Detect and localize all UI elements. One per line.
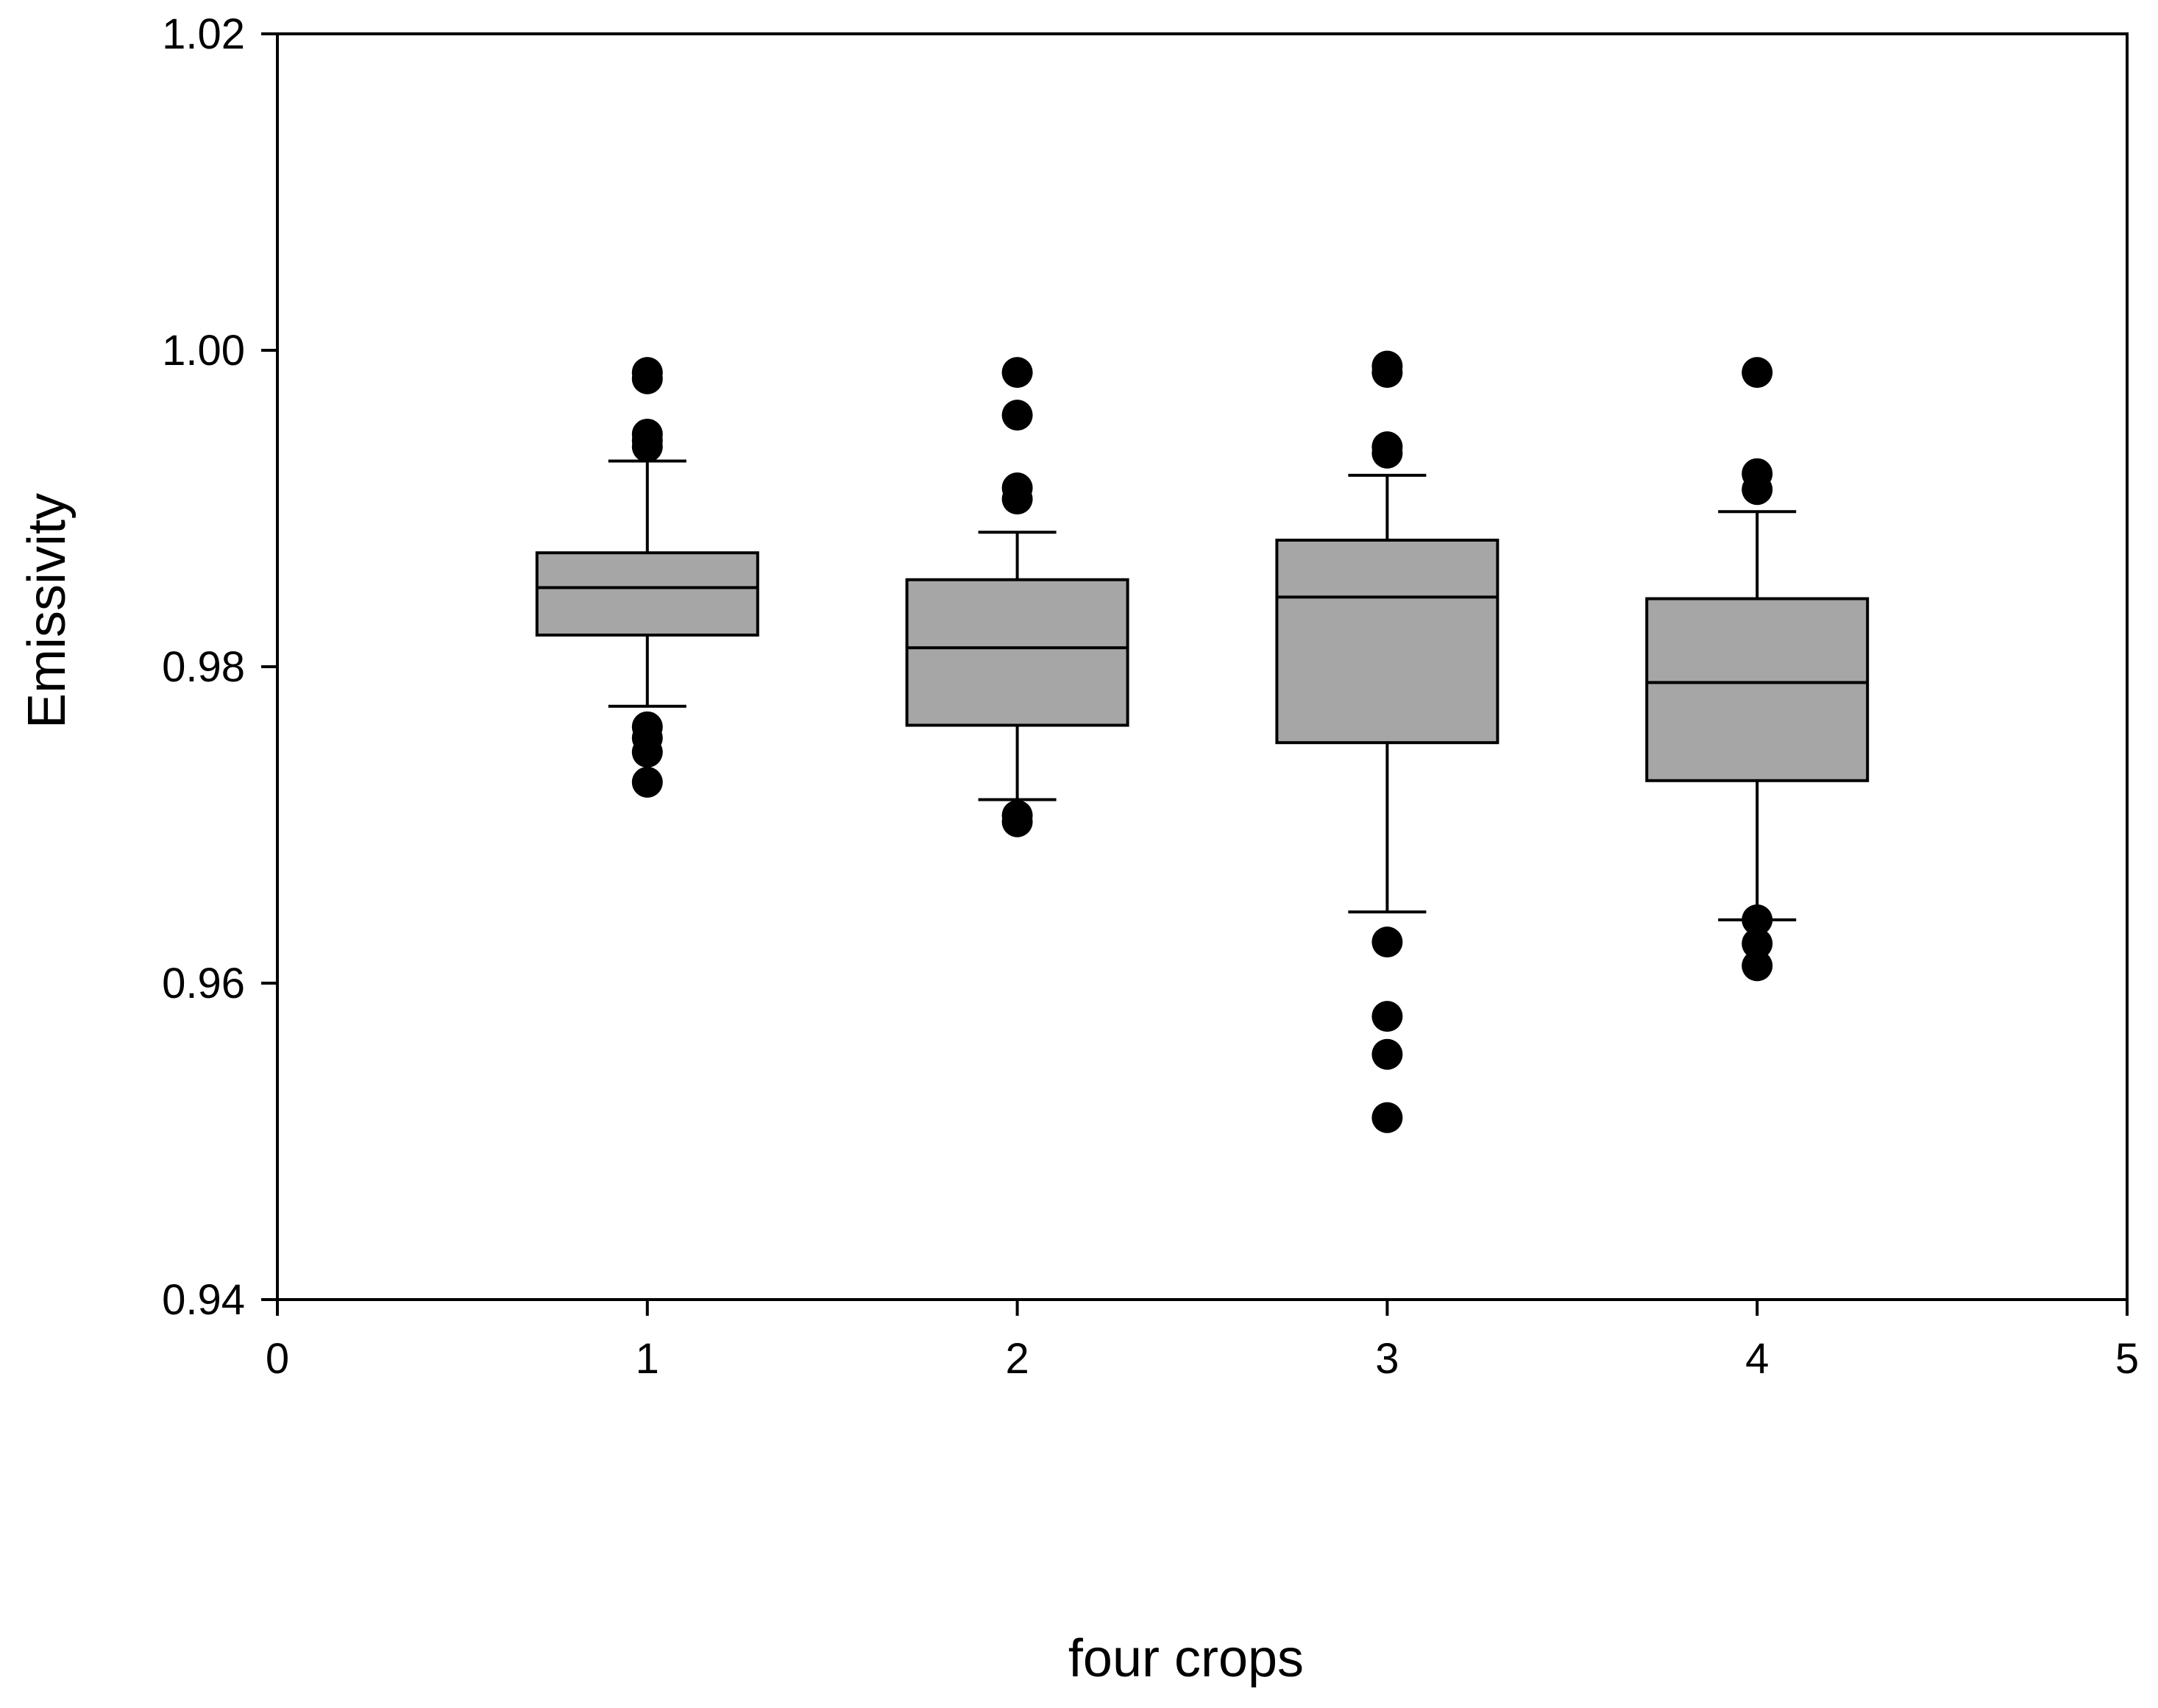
- outlier-point: [1371, 1102, 1403, 1133]
- box-1: [535, 551, 759, 637]
- outlier-point: [1742, 904, 1773, 935]
- y-tick-label: 0.98: [162, 643, 245, 691]
- outlier-point: [1742, 950, 1773, 982]
- outlier-point: [1371, 357, 1403, 389]
- x-axis-title: four crops: [1068, 1629, 1304, 1688]
- outlier-point: [1742, 474, 1773, 506]
- outlier-point: [1001, 357, 1033, 389]
- outlier-point: [631, 766, 663, 798]
- outlier-point: [1371, 1001, 1403, 1032]
- y-tick-label: 1.00: [162, 327, 245, 375]
- y-tick-label: 0.94: [162, 1276, 245, 1324]
- outlier-point: [1742, 928, 1773, 960]
- outlier-point: [1371, 926, 1403, 958]
- y-tick-label: 1.02: [162, 10, 245, 58]
- x-tick-label: 2: [1005, 1335, 1029, 1383]
- outlier-point: [1742, 357, 1773, 389]
- plot-area: 0 1 2 3 4 5 0.94 0.96 0.98 1.00 1.02: [162, 10, 2139, 1383]
- y-axis-title: Emissivity: [18, 493, 77, 729]
- outlier-point: [1371, 437, 1403, 469]
- outlier-point: [631, 363, 663, 394]
- x-tick-label: 3: [1375, 1335, 1399, 1383]
- outlier-point: [631, 737, 663, 768]
- x-tick-label: 1: [636, 1335, 659, 1383]
- box-2: [905, 578, 1129, 727]
- y-tick-label: 0.96: [162, 960, 245, 1007]
- x-tick-label: 4: [1745, 1335, 1769, 1383]
- x-tick-label: 0: [266, 1335, 289, 1383]
- outlier-point: [631, 431, 663, 463]
- x-tick-label: 5: [2115, 1335, 2139, 1383]
- outlier-point: [1001, 400, 1033, 431]
- box-3: [1275, 539, 1499, 745]
- box-4: [1645, 597, 1870, 782]
- outlier-point: [1001, 483, 1033, 515]
- outlier-point: [1371, 1038, 1403, 1070]
- outlier-point: [1001, 806, 1033, 837]
